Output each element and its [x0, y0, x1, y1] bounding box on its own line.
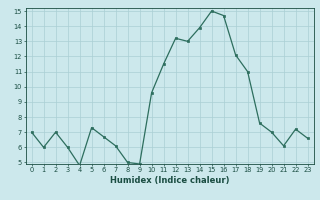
X-axis label: Humidex (Indice chaleur): Humidex (Indice chaleur) [110, 176, 229, 185]
